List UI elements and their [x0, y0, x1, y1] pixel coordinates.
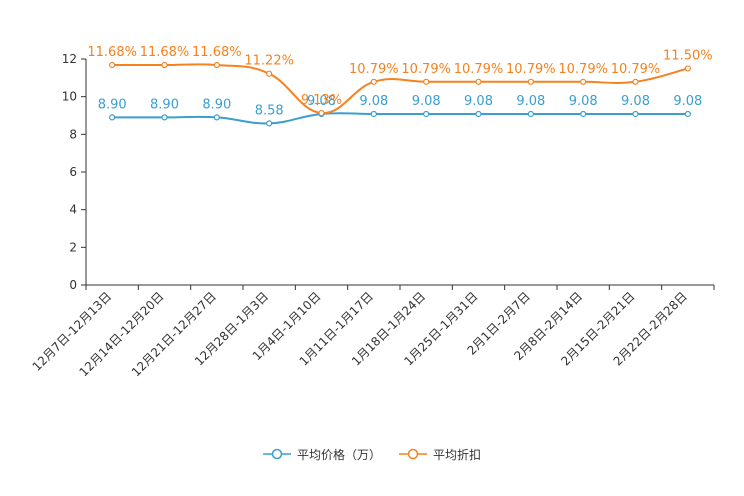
data-point-0	[370, 110, 377, 118]
y-tick-label: 10	[62, 90, 77, 104]
y-tick-label: 8	[69, 127, 77, 141]
legend-item-price[interactable]: 平均价格（万）	[262, 446, 381, 463]
data-point-1	[632, 78, 639, 85]
data-point-1	[161, 61, 168, 69]
data-label-1: 10.79%	[611, 62, 661, 77]
data-label-0: 9.08	[621, 94, 650, 109]
data-point-0	[527, 110, 534, 118]
data-point-0	[684, 110, 691, 118]
data-label-0: 9.08	[412, 94, 441, 109]
data-point-1	[684, 65, 691, 72]
data-point-0	[423, 110, 430, 118]
data-point-1	[370, 78, 377, 85]
data-point-1	[266, 70, 273, 77]
data-label-0: 9.08	[464, 94, 493, 109]
line-chart: 02468101212月7日-12月13日12月14日-12月20日12月21日…	[30, 45, 715, 379]
data-point-1	[580, 78, 587, 85]
legend: 平均价格（万） 平均折扣	[0, 444, 744, 464]
data-label-1: 11.68%	[87, 45, 137, 60]
data-label-0: 8.90	[98, 97, 127, 112]
data-point-1	[318, 109, 325, 117]
data-label-1: 11.68%	[140, 45, 190, 60]
data-label-1: 10.79%	[506, 62, 556, 77]
data-label-0: 9.08	[516, 94, 545, 109]
legend-label-price: 平均价格（万）	[296, 447, 381, 462]
data-label-1: 9.13%	[301, 93, 342, 108]
y-tick-label: 6	[69, 165, 77, 179]
data-point-0	[475, 110, 482, 118]
legend-item-discount[interactable]: 平均折扣	[399, 446, 481, 463]
data-label-1: 10.79%	[349, 62, 399, 77]
data-label-0: 8.90	[150, 97, 179, 112]
data-point-0	[632, 110, 639, 118]
data-label-0: 9.08	[307, 94, 336, 109]
data-point-1	[213, 61, 220, 69]
data-label-0: 8.58	[255, 103, 284, 118]
data-label-1: 10.79%	[558, 62, 608, 77]
data-label-0: 9.08	[673, 94, 702, 109]
data-label-1: 11.50%	[663, 48, 713, 63]
y-tick-label: 2	[69, 240, 77, 254]
data-point-0	[161, 114, 168, 121]
series-line-0	[112, 112, 688, 125]
data-point-1	[527, 78, 534, 85]
data-point-1	[109, 61, 116, 69]
data-point-0	[266, 120, 273, 127]
legend-label-discount: 平均折扣	[433, 447, 482, 462]
data-label-0: 9.08	[359, 94, 388, 109]
legend-marker-discount-icon	[399, 448, 427, 460]
data-label-1: 10.79%	[454, 62, 504, 77]
data-point-0	[213, 114, 220, 121]
y-tick-label: 12	[62, 52, 77, 66]
legend-marker-price-icon	[262, 448, 291, 460]
y-tick-label: 4	[69, 203, 77, 217]
data-label-1: 10.79%	[401, 62, 451, 77]
data-label-1: 11.68%	[192, 45, 242, 60]
data-point-1	[423, 78, 430, 85]
y-tick-label: 0	[69, 278, 77, 292]
data-label-0: 8.90	[202, 97, 231, 112]
data-point-0	[109, 114, 116, 121]
data-label-1: 11.22%	[244, 54, 294, 69]
data-point-1	[475, 78, 482, 85]
data-label-0: 9.08	[569, 94, 598, 109]
data-point-0	[580, 110, 587, 118]
